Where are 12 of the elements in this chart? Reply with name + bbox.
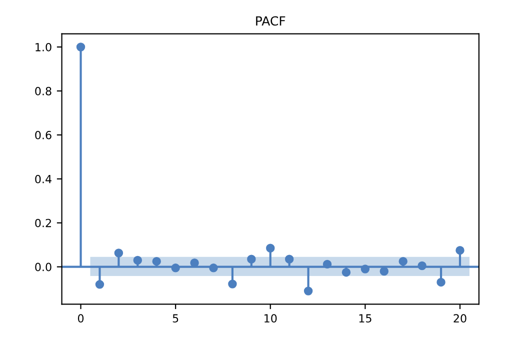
y-tick-label: 0.8	[35, 86, 52, 96]
x-tick-label: 0	[78, 314, 84, 323]
y-tick-label: 1.0	[36, 42, 52, 52]
y-tick-label: 0.2	[35, 218, 51, 228]
x-tick-label: 20	[454, 314, 466, 323]
y-tick-label: 0.4	[35, 174, 52, 184]
y-tick-label: 0.0	[35, 262, 52, 272]
x-tick-label: 15	[359, 314, 372, 323]
x-tick-label: 5	[172, 314, 178, 323]
x-tick-label: 10	[264, 314, 277, 323]
y-tick-label: 0.6	[35, 130, 52, 140]
chart-title: PACF	[256, 16, 286, 26]
